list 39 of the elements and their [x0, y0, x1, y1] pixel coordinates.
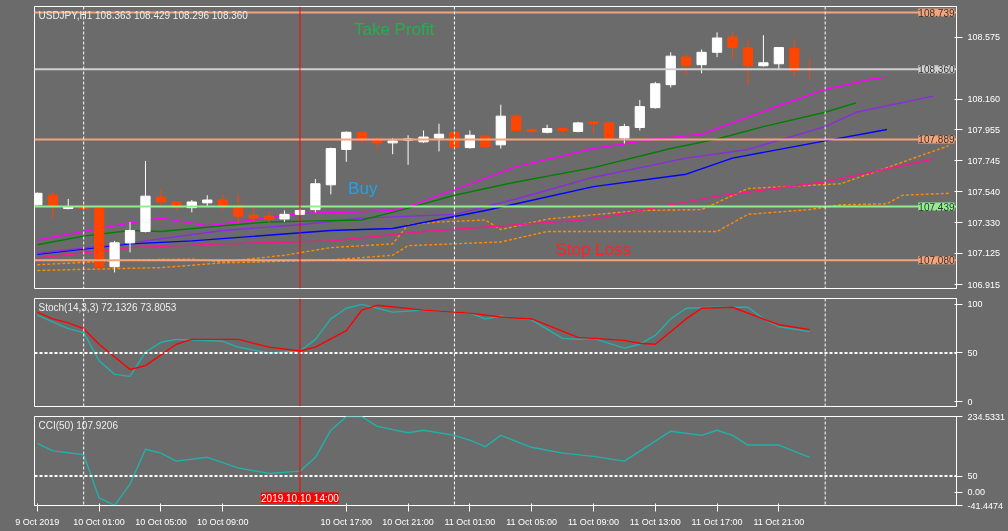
chart-title: Stoch(14,3,3) 72.1326 73.8053 — [38, 301, 177, 313]
y-tick-label: 50 — [967, 347, 978, 358]
x-tick-label: 9 Oct 2019 — [15, 516, 60, 527]
chart-title: USDJPY,H1 108.363 108.429 108.296 108.360 — [38, 9, 249, 21]
y-tick-label: 0.00 — [967, 487, 986, 498]
chart-title: CCI(50) 107.9206 — [38, 419, 119, 431]
x-tick-label: 10 Oct 17:00 — [320, 516, 373, 527]
y-tick-label: 234.5331 — [967, 411, 1006, 422]
y-tick-label: 108.160 — [967, 94, 1001, 105]
y-tick-label: 106.915 — [967, 279, 1001, 290]
x-tick-label: 11 Oct 05:00 — [506, 516, 558, 527]
ref-line-label: 108.360 — [918, 64, 955, 76]
annotation: Stop Loss — [555, 240, 632, 260]
x-tick-label: 10 Oct 01:00 — [73, 516, 125, 527]
x-tick-label: 11 Oct 17:00 — [691, 516, 743, 527]
x-tick-label: 11 Oct 01:00 — [444, 516, 496, 527]
y-tick-label: 0 — [967, 396, 973, 407]
y-tick-label: 50 — [967, 471, 978, 482]
y-tick-label: 100 — [967, 299, 983, 310]
x-tick-label: 10 Oct 21:00 — [382, 516, 434, 527]
y-tick-label: 107.540 — [967, 186, 1001, 197]
y-tick-label: 108.575 — [967, 32, 1001, 43]
y-tick-label: 107.955 — [967, 124, 1001, 135]
y-tick-label: -41.4474 — [967, 500, 1004, 511]
x-tick-label: 11 Oct 21:00 — [753, 516, 805, 527]
y-tick-label: 107.745 — [967, 155, 1001, 166]
y-tick-label: 107.330 — [967, 217, 1001, 228]
x-tick-label: 11 Oct 13:00 — [629, 516, 681, 527]
annotation: Take Profit — [353, 19, 435, 39]
ref-line-label: 107.439 — [918, 201, 955, 213]
annotation: Buy — [348, 178, 378, 198]
ref-line-label: 108.739 — [918, 7, 955, 19]
x-tick-label: 11 Oct 09:00 — [568, 516, 619, 527]
ref-line-label: 2019.10.10 14:00 — [261, 492, 340, 504]
x-tick-label: 10 Oct 05:00 — [135, 516, 187, 527]
ref-line-label: 107.889 — [918, 134, 955, 146]
x-tick-label: 10 Oct 09:00 — [196, 516, 249, 527]
ref-line-label: 107.080 — [918, 255, 955, 267]
y-tick-label: 107.125 — [967, 248, 1001, 259]
